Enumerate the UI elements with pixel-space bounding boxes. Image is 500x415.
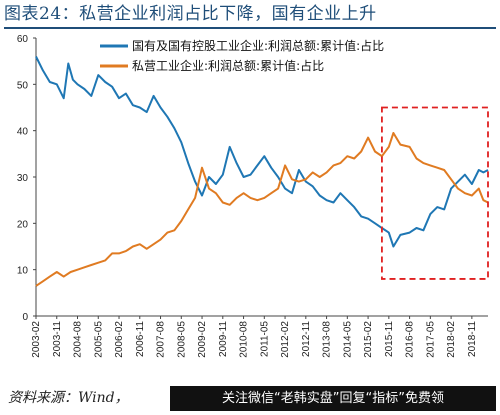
y-tick-label: 60: [17, 34, 29, 45]
x-tick-label: 2003-02: [31, 321, 42, 358]
x-tick-label: 2006-02: [114, 321, 125, 358]
x-tick-label: 2008-05: [176, 321, 187, 358]
x-tick-label: 2005-05: [93, 321, 104, 358]
x-tick-label: 2013-08: [322, 321, 333, 358]
y-tick-label: 20: [17, 219, 29, 230]
y-tick-label: 10: [17, 266, 29, 277]
y-tick-label: 50: [17, 80, 29, 91]
chart-title: 图表24：私营企业利润占比下降，国有企业上升: [4, 1, 496, 29]
x-tick-labels: 2003-02 2003-11 2004-08 2005-05 2006-02 2006-…: [31, 316, 478, 358]
x-tick-label: 2012-02: [280, 321, 291, 358]
x-tick-label: 2009-11: [218, 321, 229, 357]
x-tick-label: 2018-02: [446, 321, 457, 358]
legend: 国有及国有控股工业企业:利润总额:累计值:占比私营工业企业:利润总额:累计值:占…: [100, 38, 384, 73]
x-tick-label: 2015-02: [363, 321, 374, 358]
x-tick-label: 2012-11: [301, 321, 312, 357]
y-tick-label: 0: [22, 312, 28, 323]
x-tick-label: 2009-02: [197, 321, 208, 358]
highlight-box: [381, 106, 489, 280]
y-tick-label: 40: [17, 127, 29, 138]
x-tick-label: 2003-11: [52, 321, 63, 357]
footer: 资料来源：Wind， 关注微信“老韩实盘”回复“指标”免费领: [0, 384, 500, 415]
watermark-banner: 关注微信“老韩实盘”回复“指标”免费领: [170, 386, 496, 411]
y-tick-label: 30: [17, 173, 29, 184]
x-tick-label: 2015-11: [384, 321, 395, 357]
x-tick-label: 2011-05: [259, 321, 270, 357]
x-tick-label: 2004-08: [73, 321, 84, 358]
x-tick-label: 2006-11: [135, 321, 146, 357]
highlight-rect: [381, 106, 489, 280]
x-tick-label: 2007-08: [156, 321, 167, 358]
legend-label-1: 私营工业企业:利润总额:累计值:占比: [132, 58, 324, 73]
x-tick-label: 2016-08: [405, 321, 416, 358]
line-chart: 0 10 20 30 40 50 60 2003-02 2003-11 2004-08 2005-…: [17, 34, 489, 358]
x-tick-label: 2018-11: [467, 321, 478, 357]
source-note: 资料来源：Wind，: [8, 390, 129, 406]
series-line-1: [35, 132, 489, 287]
chart-area: 0 10 20 30 40 50 60 2003-02 2003-11 2004-08 2005-…: [0, 30, 500, 382]
chart-title-text: 图表24：私营企业利润占比下降，国有企业上升: [4, 4, 377, 24]
series-lines: [35, 56, 489, 287]
series-line-0: [35, 56, 489, 248]
y-tick-labels: 0 10 20 30 40 50 60: [17, 34, 36, 323]
x-tick-label: 2017-05: [425, 321, 436, 358]
legend-label-0: 国有及国有控股工业企业:利润总额:累计值:占比: [132, 38, 384, 53]
x-tick-label: 2010-08: [239, 321, 250, 358]
x-tick-label: 2014-05: [342, 321, 353, 358]
